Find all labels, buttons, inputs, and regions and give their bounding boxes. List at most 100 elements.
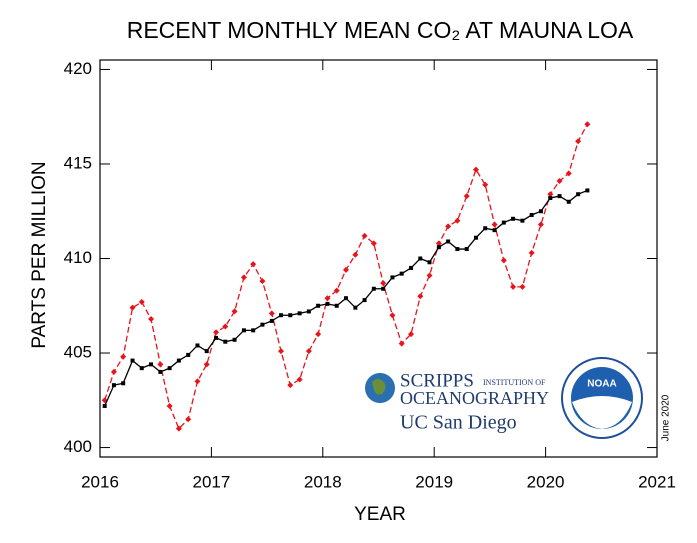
point <box>389 312 396 319</box>
point <box>185 416 192 423</box>
y-tick-label: 400 <box>64 437 92 456</box>
point <box>399 271 404 276</box>
date-note: June 2020 <box>661 394 672 441</box>
point <box>325 301 330 306</box>
point <box>175 425 182 432</box>
point <box>520 218 525 223</box>
point <box>204 349 209 354</box>
point <box>575 138 582 145</box>
ucsd: UC San Diego <box>400 412 517 434</box>
point <box>408 331 415 338</box>
x-tick-label: 2019 <box>415 472 453 491</box>
point <box>129 304 136 311</box>
noaa-bird <box>572 396 632 429</box>
point <box>510 283 517 290</box>
point <box>296 376 303 383</box>
point <box>324 295 331 302</box>
point <box>380 280 387 287</box>
y-tick-label: 410 <box>64 248 92 267</box>
point <box>371 286 376 291</box>
point <box>528 249 535 256</box>
x-tick-label: 2017 <box>192 472 230 491</box>
point <box>427 260 432 265</box>
point <box>231 308 238 315</box>
point <box>409 265 414 270</box>
point <box>240 274 247 281</box>
point <box>362 298 367 303</box>
point <box>120 353 127 360</box>
point <box>251 328 256 333</box>
point <box>464 247 469 252</box>
point <box>381 286 386 291</box>
point <box>435 240 442 247</box>
point <box>297 311 302 316</box>
point <box>194 378 201 385</box>
point <box>121 381 126 386</box>
point <box>223 339 228 344</box>
point <box>529 213 534 218</box>
point <box>538 209 543 214</box>
point <box>306 309 311 314</box>
point <box>241 328 246 333</box>
x-axis-label: YEAR <box>354 504 406 525</box>
point <box>269 318 274 323</box>
x-tick-label: 2016 <box>81 472 119 491</box>
point <box>214 335 219 340</box>
point <box>491 221 498 228</box>
point <box>566 199 571 204</box>
point <box>102 403 107 408</box>
point <box>511 216 516 221</box>
point <box>519 283 526 290</box>
point <box>565 170 572 177</box>
logos: SCRIPPS INSTITUTION OF OCEANOGRAPHY UC S… <box>350 357 672 450</box>
globe-land <box>372 379 386 395</box>
point <box>455 247 460 252</box>
y-tick-label: 420 <box>64 59 92 78</box>
point <box>268 310 275 317</box>
point <box>556 177 563 184</box>
point <box>557 194 562 199</box>
point <box>454 217 461 224</box>
point <box>305 348 312 355</box>
point <box>418 256 423 261</box>
point <box>500 257 507 264</box>
point <box>482 181 489 188</box>
point <box>472 166 479 173</box>
point <box>361 232 368 239</box>
point <box>130 358 135 363</box>
point <box>157 361 164 368</box>
point <box>259 278 266 285</box>
point <box>260 322 265 327</box>
scripps-small: INSTITUTION OF <box>483 378 546 387</box>
point <box>353 305 358 310</box>
point <box>138 298 145 305</box>
point <box>473 235 478 240</box>
series <box>101 121 591 432</box>
point <box>548 196 553 201</box>
point <box>547 191 554 198</box>
scripps-sub: OCEANOGRAPHY <box>400 388 549 408</box>
point <box>501 220 506 225</box>
point <box>426 272 433 279</box>
point <box>417 293 424 300</box>
point <box>195 343 200 348</box>
point <box>167 366 172 371</box>
point <box>222 323 229 330</box>
x-tick-label: 2020 <box>527 472 565 491</box>
point <box>148 315 155 322</box>
point <box>352 251 359 258</box>
point <box>537 221 544 228</box>
chart-title: RECENT MONTHLY MEAN CO₂ AT MAUNA LOA <box>127 17 634 43</box>
point <box>213 329 220 336</box>
point <box>370 240 377 247</box>
y-axis-label: PARTS PER MILLION <box>29 161 50 348</box>
point <box>232 337 237 342</box>
point <box>288 313 293 318</box>
point <box>203 361 210 368</box>
scripps-name: SCRIPPS <box>400 370 474 391</box>
point <box>492 228 497 233</box>
x-tick-label: 2021 <box>638 472 676 491</box>
point <box>398 340 405 347</box>
point <box>334 303 339 308</box>
